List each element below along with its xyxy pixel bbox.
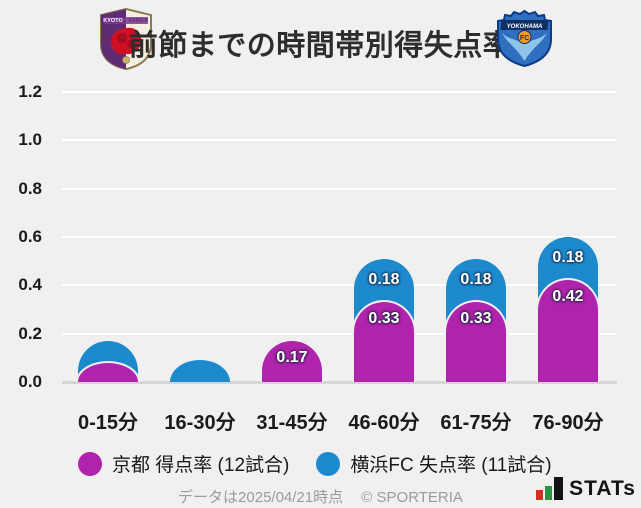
gridline [62, 236, 617, 238]
y-axis-tick-label: 0.2 [18, 324, 42, 343]
gridline [62, 188, 617, 190]
yokohama-crest-fc-text: FC [520, 35, 529, 42]
gridline [62, 284, 617, 286]
yokohama-bird-icon [502, 33, 547, 61]
bar-kyoto-2 [260, 339, 324, 382]
legend-label-0: 京都 得点率 (12試合) [112, 455, 290, 476]
bar-yokohama-1 [170, 360, 230, 382]
y-axis-tick-label: 0.4 [18, 275, 42, 294]
x-axis-label-1: 16-30分 [164, 412, 236, 434]
gridline [62, 139, 617, 141]
kyoto-crest-text-right: SANGA [128, 18, 148, 24]
stats-wordmark: STATs [569, 477, 636, 500]
bar-value-label-yokohama-5: 0.18 [552, 249, 584, 266]
legend-item-0: 京都 得点率 (12試合) [78, 450, 289, 477]
x-axis-baseline [62, 381, 617, 384]
x-axis-label-3: 46-60分 [348, 412, 420, 434]
footer-copyright: © SPORTERIA [361, 489, 463, 506]
bar-value-label-kyoto-4: 0.33 [460, 310, 492, 327]
x-axis-label-5: 76-90分 [532, 412, 604, 434]
bar-value-label-kyoto-3: 0.33 [368, 310, 400, 327]
stats-logo: STATs [536, 477, 636, 500]
bar-kyoto-4 [444, 300, 508, 382]
y-axis-tick-label: 1.2 [18, 82, 42, 101]
y-axis-tick-label: 0.8 [18, 179, 42, 198]
page-title: 前節までの時間帯別得失点率 [128, 30, 513, 62]
bar-value-label-yokohama-4: 0.18 [460, 271, 492, 288]
legend-item-1: 横浜FC 失点率 (11試合) [316, 450, 552, 477]
footer: データは2025/04/21時点 © SPORTERIA [0, 486, 641, 507]
y-axis-tick-label: 0.6 [18, 227, 42, 246]
gridline [62, 333, 617, 335]
bar-value-label-kyoto-5: 0.42 [552, 288, 584, 305]
x-axis-label-2: 31-45分 [256, 412, 328, 434]
x-axis-label-0: 0-15分 [77, 412, 139, 434]
legend: 京都 得点率 (12試合) 横浜FC 失点率 (11試合) [78, 450, 552, 477]
bar-value-label-yokohama-3: 0.18 [368, 271, 400, 288]
kyoto-sanga-logo: KYOTO SANGA [100, 8, 152, 70]
stats-bar-icon [536, 477, 564, 500]
legend-label-1: 横浜FC 失点率 (11試合) [350, 455, 552, 476]
y-axis-tick-label: 1.0 [18, 130, 42, 149]
bar-kyoto-5 [536, 278, 600, 382]
bar-kyoto-3 [352, 300, 416, 382]
x-axis-label-4: 61-75分 [440, 412, 512, 434]
bar-value-label-kyoto-2: 0.17 [276, 349, 308, 366]
yokohama-fc-logo: YOKOHAMA FC [497, 9, 552, 67]
gridline [62, 91, 617, 93]
y-axis-tick-label: 0.0 [18, 372, 42, 391]
yokohama-crest-banner-text: YOKOHAMA [507, 24, 543, 30]
kyoto-crest-text-left: KYOTO [103, 18, 123, 24]
footer-note: データは2025/04/21時点 [178, 489, 344, 506]
legend-swatch-1 [316, 451, 341, 476]
legend-swatch-0 [78, 451, 102, 476]
